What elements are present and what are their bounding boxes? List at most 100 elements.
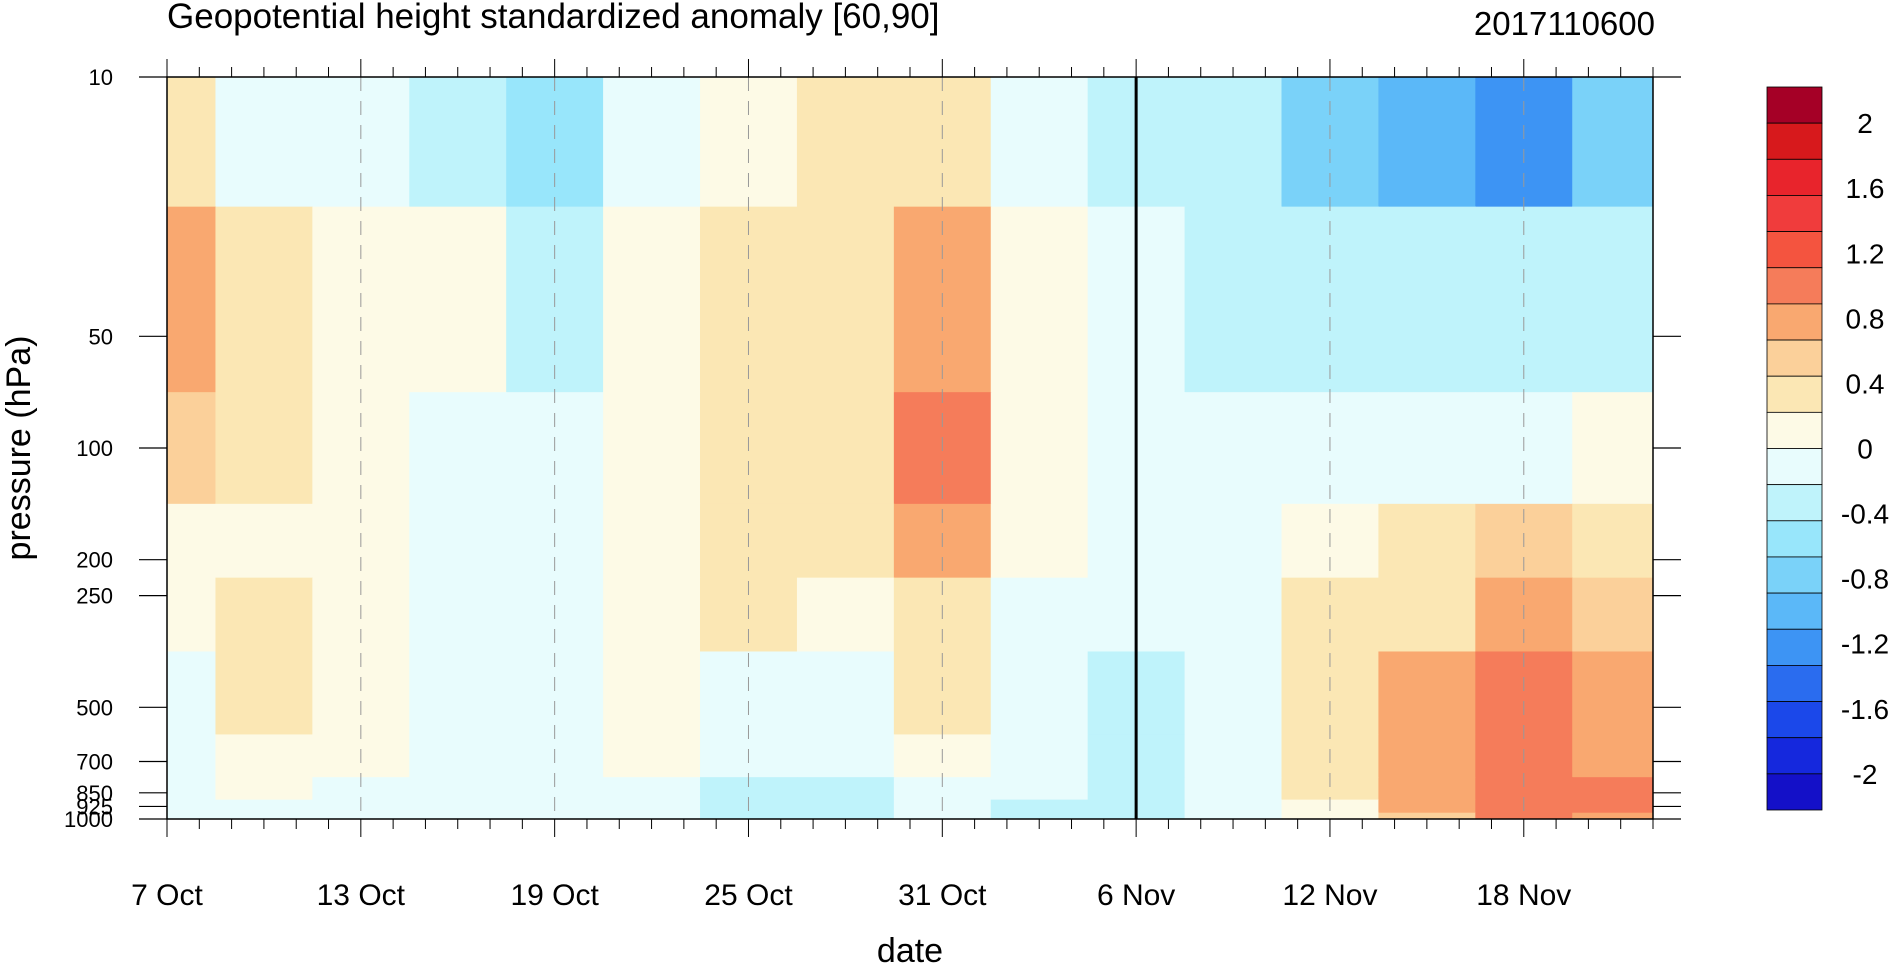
x-tick-label: 12 Nov: [1282, 879, 1377, 912]
field-cell: [215, 799, 313, 814]
field-cell: [1184, 206, 1283, 393]
field-cell: [167, 799, 217, 814]
field-cell: [1281, 77, 1380, 208]
field-cell: [1184, 777, 1283, 801]
field-cell: [603, 651, 701, 736]
field-cell: [700, 812, 798, 819]
x-tick-label: 7 Oct: [131, 879, 203, 912]
field-cell: [990, 77, 1089, 208]
field-cell: [409, 503, 507, 579]
y-axis-label: pressure (hPa): [0, 336, 38, 561]
field-cell: [167, 651, 217, 736]
field-cell: [409, 651, 507, 736]
colorbar-swatch: [1766, 773, 1823, 811]
field-cell: [215, 206, 313, 393]
field-cell: [990, 812, 1089, 819]
field-cell: [409, 734, 507, 778]
field-cell: [167, 812, 217, 819]
y-tick-label: 500: [76, 695, 113, 720]
field-cell: [167, 734, 217, 778]
field-cell: [796, 799, 895, 814]
field-cell: [1475, 777, 1573, 801]
colorbar-swatch: [1766, 484, 1823, 522]
field-cell: [990, 777, 1089, 801]
field-cell: [796, 651, 895, 736]
colorbar-label: 0.8: [1846, 303, 1885, 334]
colorbar-swatch: [1766, 701, 1823, 739]
colorbar-swatch: [1766, 628, 1823, 666]
colorbar: 2 1.6 1.2 0.8 0.4 0 -0.4 -0.8 -1.2 -1.6 -2: [1766, 86, 1889, 811]
field-cell: [603, 77, 701, 208]
field-cell: [603, 799, 701, 814]
field-cell: [215, 392, 313, 505]
field-cell: [796, 777, 895, 801]
field-cell: [990, 206, 1089, 393]
field-cell: [1378, 651, 1476, 736]
y-tick-label: 700: [76, 750, 113, 775]
field-cell: [1184, 799, 1283, 814]
colorbar-swatch: [1766, 737, 1823, 775]
field-cell: [1378, 812, 1476, 819]
colorbar-swatch: [1766, 592, 1823, 630]
field-cell: [796, 77, 895, 208]
field-cell: [215, 777, 313, 801]
field-cell: [990, 503, 1089, 579]
field-cell: [990, 577, 1089, 653]
field-cell: [700, 777, 798, 801]
field-cell: [409, 799, 507, 814]
field-cell: [893, 77, 992, 208]
field-cell: [603, 734, 701, 778]
anomaly-field: [167, 77, 1653, 819]
field-cell: [1572, 392, 1653, 505]
x-tick-label: 18 Nov: [1476, 879, 1571, 912]
field-cell: [603, 392, 701, 505]
field-cell: [1572, 734, 1653, 778]
colorbar-label: 1.2: [1846, 238, 1885, 269]
field-cell: [167, 503, 217, 579]
field-cell: [1184, 651, 1283, 736]
field-cell: [1184, 503, 1283, 579]
field-cell: [1572, 651, 1653, 736]
field-cell: [893, 812, 992, 819]
y-tick-label: 250: [76, 584, 113, 609]
run-label: 2017110600: [1474, 5, 1655, 42]
colorbar-swatch: [1766, 520, 1823, 558]
colorbar-swatch: [1766, 122, 1823, 160]
y-tick-label: 50: [89, 324, 113, 349]
field-cell: [409, 77, 507, 208]
colorbar-swatch: [1766, 195, 1823, 232]
field-cell: [215, 651, 313, 736]
field-cell: [1572, 503, 1653, 579]
field-cell: [167, 392, 217, 505]
x-axis: 7 Oct 13 Oct 19 Oct 25 Oct 31 Oct 6 Nov 12 Nov…: [131, 59, 1654, 912]
field-cell: [1572, 206, 1653, 393]
field-cell: [1475, 77, 1573, 208]
colorbar-swatch: [1766, 411, 1823, 449]
x-tick-label: 19 Oct: [510, 879, 599, 912]
colorbar-swatch: [1766, 158, 1823, 196]
field-cell: [1378, 799, 1476, 814]
field-cell: [603, 206, 701, 393]
field-cell: [167, 577, 217, 653]
colorbar-swatch: [1766, 556, 1823, 594]
colorbar-swatch: [1766, 267, 1823, 305]
y-tick-label: 200: [76, 548, 113, 573]
field-cell: [1378, 734, 1476, 778]
chart-title: Geopotential height standardized anomaly…: [167, 0, 939, 36]
colorbar-label: -0.4: [1841, 499, 1889, 530]
field-cell: [796, 812, 895, 819]
colorbar-label: -1.6: [1841, 694, 1889, 725]
field-cell: [1184, 812, 1283, 819]
colorbar-label: 1.6: [1846, 173, 1885, 204]
field-cell: [312, 777, 410, 801]
field-cell: [167, 777, 217, 801]
field-cell: [167, 77, 217, 208]
colorbar-swatch: [1766, 231, 1823, 269]
field-cell: [409, 812, 507, 819]
field-cell: [1572, 812, 1653, 819]
y-tick-label: 1000: [64, 807, 113, 832]
colorbar-label: 2: [1857, 108, 1873, 139]
field-cell: [215, 734, 313, 778]
field-cell: [1572, 77, 1653, 208]
